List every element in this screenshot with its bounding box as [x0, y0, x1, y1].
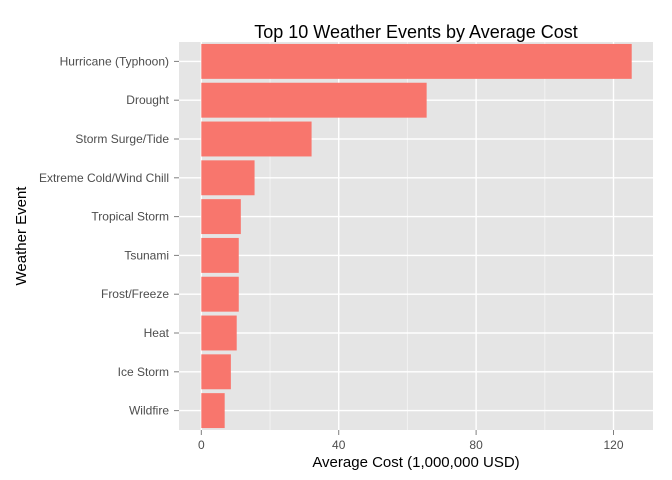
y-tick-label: Extreme Cold/Wind Chill	[39, 171, 169, 185]
x-tick-label: 40	[332, 438, 346, 452]
x-tick-label: 80	[469, 438, 483, 452]
bar	[201, 121, 312, 157]
y-tick-label: Storm Surge/Tide	[75, 132, 169, 146]
bar	[201, 43, 632, 79]
bar	[201, 160, 255, 196]
x-tick-label: 0	[198, 438, 205, 452]
y-tick-label: Hurricane (Typhoon)	[60, 54, 169, 68]
x-tick-labels: 0 40 80 120	[198, 430, 624, 452]
y-tick-label: Wildfire	[129, 404, 169, 418]
x-axis-title: Average Cost (1,000,000 USD)	[312, 454, 519, 471]
y-tick-label: Ice Storm	[118, 365, 169, 379]
bar	[201, 237, 239, 273]
y-tick-label: Tropical Storm	[91, 210, 169, 224]
bar	[201, 276, 239, 312]
chart-title: Top 10 Weather Events by Average Cost	[254, 22, 578, 42]
y-tick-label: Tsunami	[124, 248, 169, 262]
bars	[201, 43, 632, 429]
bar	[201, 393, 225, 429]
bar	[201, 199, 241, 235]
bar	[201, 354, 231, 390]
bar	[201, 82, 427, 118]
y-tick-label: Drought	[126, 93, 169, 107]
y-axis-title: Weather Event	[13, 186, 30, 286]
bar	[201, 315, 237, 351]
x-tick-label: 120	[603, 438, 623, 452]
y-tick-label: Frost/Freeze	[101, 287, 169, 301]
y-tick-labels: Hurricane (Typhoon) Drought Storm Surge/Ti…	[39, 54, 179, 418]
y-tick-label: Heat	[144, 326, 170, 340]
